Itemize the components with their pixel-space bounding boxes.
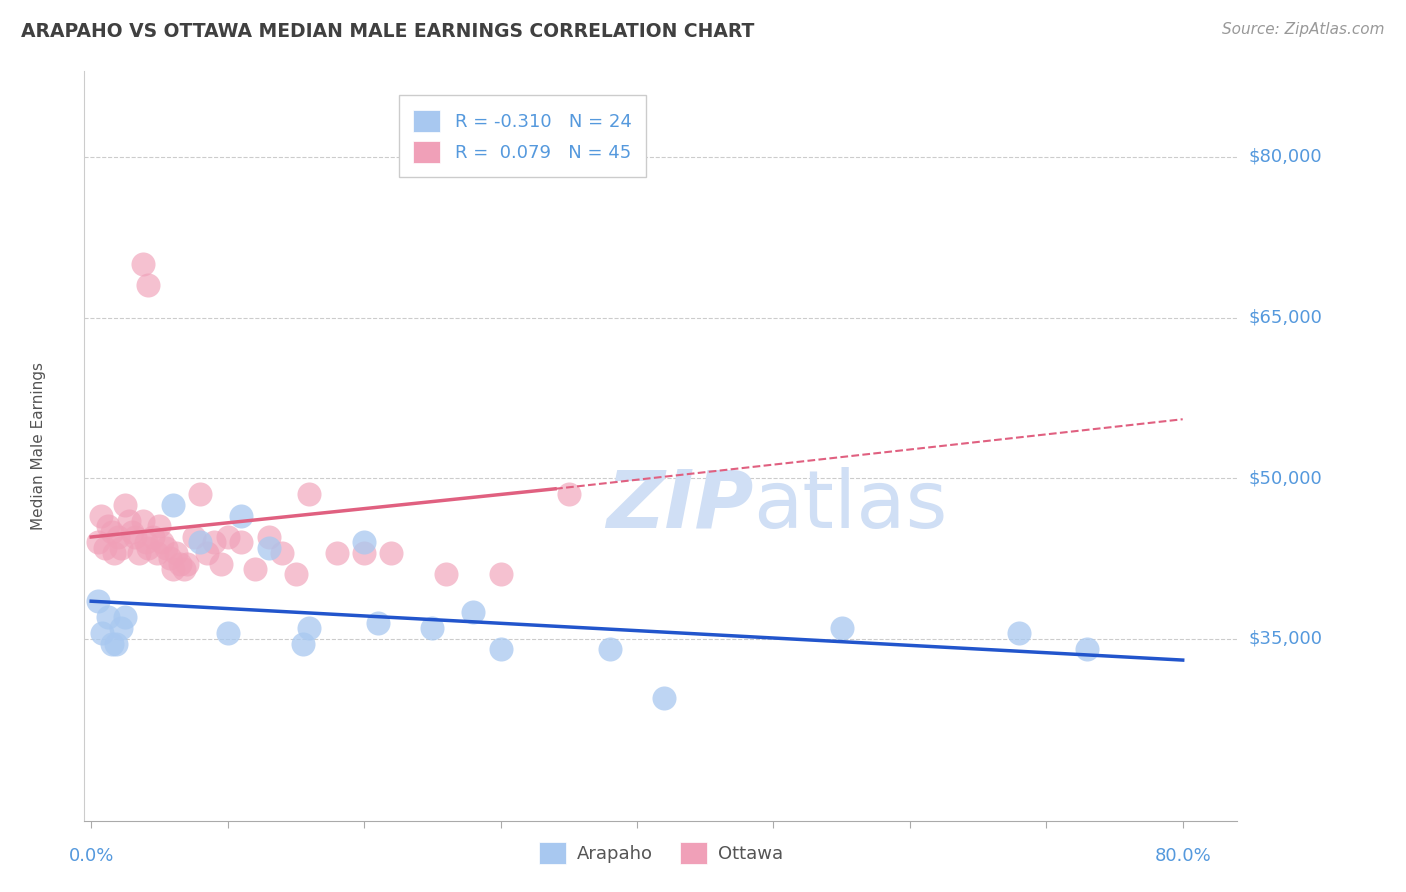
Point <box>231 508 253 523</box>
Point <box>165 546 187 560</box>
Point <box>463 605 485 619</box>
Point <box>489 642 512 657</box>
Point <box>159 551 181 566</box>
Point <box>326 546 349 560</box>
Point <box>176 557 198 571</box>
Point <box>110 621 132 635</box>
Text: $80,000: $80,000 <box>1249 148 1322 166</box>
Point <box>100 637 122 651</box>
Point <box>90 508 112 523</box>
Point <box>104 637 127 651</box>
Point <box>155 541 177 555</box>
Point <box>284 567 307 582</box>
Point <box>138 541 160 555</box>
Point <box>96 610 118 624</box>
Point <box>183 530 205 544</box>
Point <box>380 546 402 560</box>
Point <box>231 535 253 549</box>
Point <box>128 546 150 560</box>
Point <box>148 519 170 533</box>
Point <box>100 524 122 539</box>
Point <box>420 621 443 635</box>
Point <box>188 535 211 549</box>
Point <box>831 621 853 635</box>
Point <box>557 487 579 501</box>
Point <box>434 567 457 582</box>
Text: Source: ZipAtlas.com: Source: ZipAtlas.com <box>1222 22 1385 37</box>
Point <box>91 626 114 640</box>
Point <box>114 610 136 624</box>
Text: ZIP: ZIP <box>606 467 754 545</box>
Point <box>103 546 125 560</box>
Point <box>257 541 280 555</box>
Text: $65,000: $65,000 <box>1249 309 1322 326</box>
Point <box>291 637 314 651</box>
Text: $35,000: $35,000 <box>1249 630 1323 648</box>
Point <box>195 546 218 560</box>
Point <box>173 562 195 576</box>
Point <box>94 541 117 555</box>
Text: 80.0%: 80.0% <box>1154 847 1211 865</box>
Point <box>353 535 375 549</box>
Point <box>599 642 621 657</box>
Text: ARAPAHO VS OTTAWA MEDIAN MALE EARNINGS CORRELATION CHART: ARAPAHO VS OTTAWA MEDIAN MALE EARNINGS C… <box>21 22 755 41</box>
Text: Median Male Earnings: Median Male Earnings <box>31 362 46 530</box>
Point <box>107 530 129 544</box>
Point <box>132 257 155 271</box>
Point <box>257 530 280 544</box>
Point <box>150 535 173 549</box>
Point <box>209 557 232 571</box>
Point <box>1076 642 1098 657</box>
Point <box>188 487 211 501</box>
Point <box>121 524 143 539</box>
Point <box>114 498 136 512</box>
Point <box>271 546 294 560</box>
Point <box>202 535 225 549</box>
Text: 0.0%: 0.0% <box>69 847 114 865</box>
Point <box>169 557 191 571</box>
Text: $50,000: $50,000 <box>1249 469 1322 487</box>
Point <box>87 594 110 608</box>
Point <box>162 498 184 512</box>
Point <box>243 562 266 576</box>
Point <box>353 546 375 560</box>
Text: atlas: atlas <box>754 467 948 545</box>
Point <box>298 621 321 635</box>
Point <box>217 530 239 544</box>
Point <box>217 626 239 640</box>
Point <box>298 487 321 501</box>
Point <box>142 530 165 544</box>
Point <box>110 541 132 555</box>
Point <box>1008 626 1031 640</box>
Point <box>489 567 512 582</box>
Point <box>118 514 141 528</box>
Point <box>96 519 118 533</box>
Point <box>145 546 167 560</box>
Point <box>138 278 160 293</box>
Point <box>162 562 184 576</box>
Point <box>652 690 675 705</box>
Point <box>132 514 155 528</box>
Point <box>367 615 389 630</box>
Legend: Arapaho, Ottawa: Arapaho, Ottawa <box>531 835 790 871</box>
Point <box>135 535 157 549</box>
Point <box>124 530 146 544</box>
Point <box>87 535 110 549</box>
